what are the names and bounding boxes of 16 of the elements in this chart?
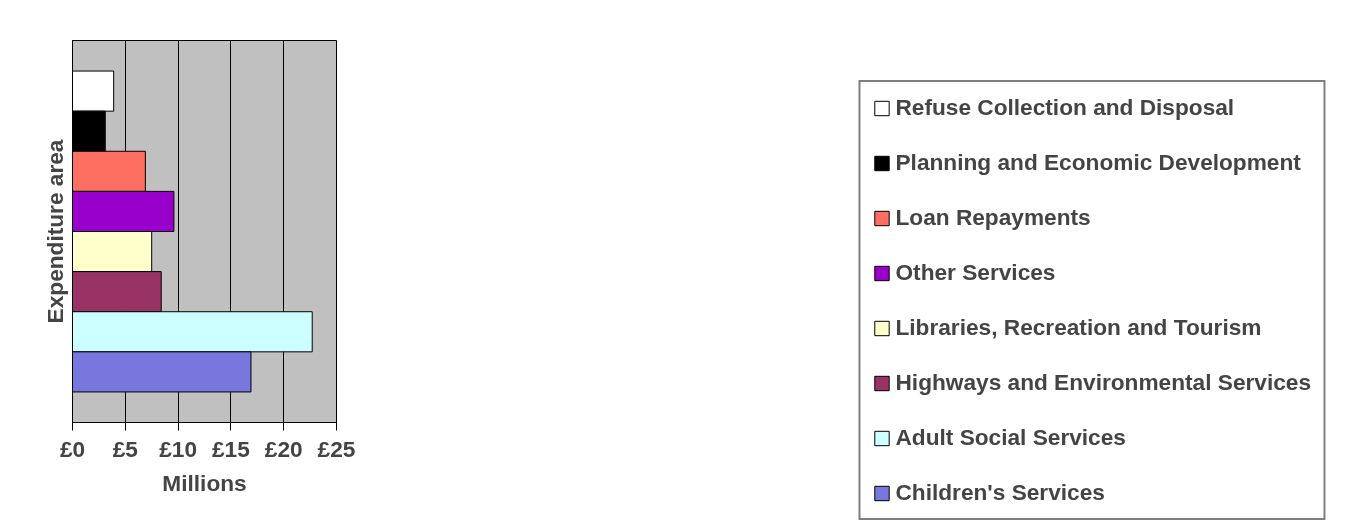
legend-label: Loan Repayments (895, 204, 1091, 231)
legend-label: Adult Social Services (895, 424, 1126, 451)
legend-label: Other Services (895, 259, 1056, 286)
legend-label: Children's Services (895, 479, 1105, 506)
legend-label: Planning and Economic Development (895, 149, 1301, 176)
y-axis-title: Expenditure area (41, 139, 68, 324)
legend-label: Libraries, Recreation and Tourism (895, 314, 1262, 341)
legend-label: Refuse Collection and Disposal (895, 94, 1235, 121)
x-tick-label: £0 (59, 435, 86, 462)
x-axis-title: Millions (162, 469, 247, 496)
x-tick-label: £25 (317, 435, 356, 462)
x-tick-label: £20 (264, 435, 303, 462)
x-tick-label: £15 (212, 435, 250, 462)
x-tick-label: £5 (112, 435, 138, 462)
legend-label: Highways and Environmental Services (895, 369, 1311, 396)
x-tick-label: £10 (159, 435, 198, 462)
